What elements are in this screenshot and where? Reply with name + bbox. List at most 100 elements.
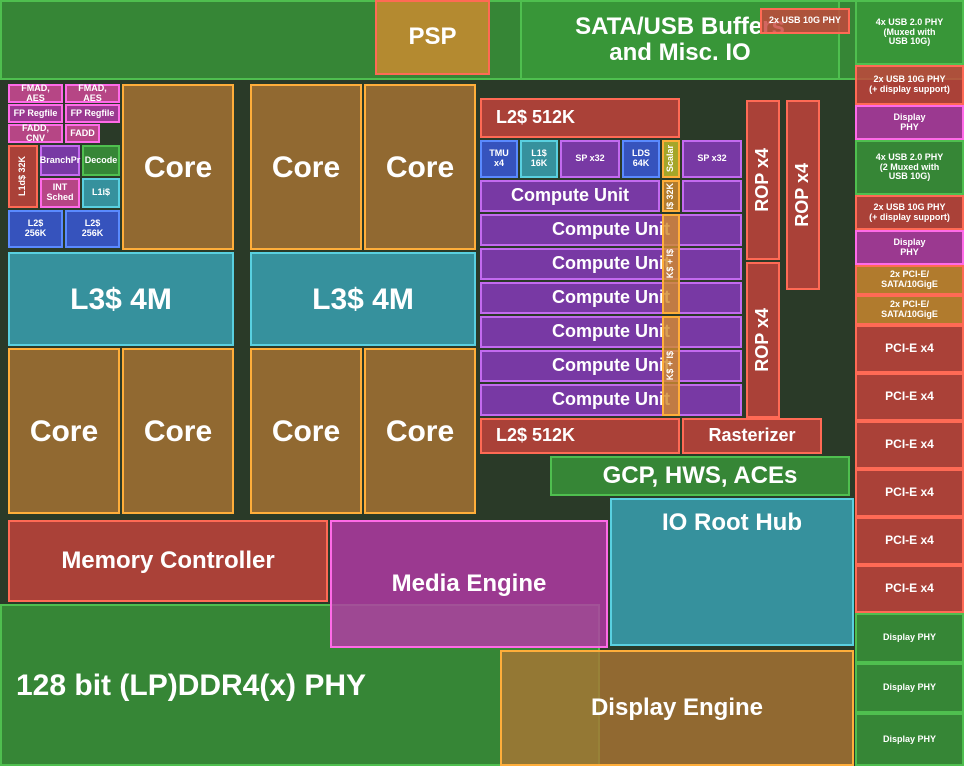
right-usb-phy-4: 2x USB 10G PHY (+ display support) [855,195,964,230]
core-detail-l2a-label: L2$ 256K [25,219,47,239]
core-detail-l2b: L2$ 256K [65,210,120,248]
k-is-2-label: K$ + I$ [666,351,676,380]
l3-left-label: L3$ 4M [70,283,172,316]
gpu-lds-label: LDS 64K [632,149,650,169]
core-6-label: Core [272,415,340,448]
right-pcie-1-label: PCI-E x4 [885,342,934,355]
k-is-2: K$ + I$ [662,316,680,416]
right-usb-phy-1-label: 4x USB 2.0 PHY (Muxed with USB 10G) [876,18,944,48]
display-engine-label: Display Engine [591,695,763,721]
media-engine-label: Media Engine [392,571,547,597]
rasterizer: Rasterizer [682,418,822,454]
gpu-tmu: TMU x4 [480,140,518,178]
cu-2: Compute Unit [480,214,742,246]
core-3: Core [364,84,476,250]
right-disp-phy-1: Display PHY [855,105,964,140]
gpu-sp1-label: SP x32 [575,154,604,164]
core-detail-fmac-label: FMAD, AES [69,84,116,104]
gpu-l1-label: L1$ 16K [531,149,548,169]
sata-usb-buffers-label: SATA/USB Buffers and Misc. IO [575,14,785,67]
mem-controller-label: Memory Controller [61,548,274,574]
right-pcie-2-label: PCI-E x4 [885,390,934,403]
right-pcie-sata-2: 2x PCI-E/ SATA/10GigE [855,295,964,325]
gcp-hws-aces-label: GCP, HWS, ACEs [603,463,798,489]
ddr4-phy-label: 128 bit (LP)DDR4(x) PHY [16,669,366,702]
core-detail-fmad-label: FMAD, AES [12,84,59,104]
core-detail-mix4-label: L1i$ [92,188,110,198]
right-disp-phy-2: Display PHY [855,230,964,265]
right-usb-phy-2: 2x USB 10G PHY (+ display support) [855,65,964,105]
core-detail-mix1: BranchPr [40,145,80,176]
cu-5-label: Compute Unit [552,322,670,342]
right-pcie-6: PCI-E x4 [855,565,964,613]
cu-1: Compute Unit [480,180,660,212]
die-diagram: PSPSATA/USB Buffers and Misc. IO2x USB 1… [0,0,964,766]
right-pcie-6-label: PCI-E x4 [885,582,934,595]
l3-right-label: L3$ 4M [312,283,414,316]
core-detail-freg2: FP Regfile [65,104,120,123]
gpu-l1: L1$ 16K [520,140,558,178]
right-disp-phy-2-label: Display PHY [893,238,925,258]
k-is-1-label: K$ + I$ [666,249,676,278]
psp: PSP [375,0,490,75]
gpu-scalar: Scalar [662,140,680,178]
gpu-i32k: I$ 32K [662,180,680,212]
cu-5: Compute Unit [480,316,742,348]
rop-2: ROP x4 [746,262,780,418]
rop-2-label: ROP x4 [753,308,773,372]
right-pcie-3: PCI-E x4 [855,421,964,469]
right-pcie-5: PCI-E x4 [855,517,964,565]
usb-10g-badge: 2x USB 10G PHY [760,8,850,34]
cu-1b [682,180,742,212]
right-pcie-2: PCI-E x4 [855,373,964,421]
core-2-label: Core [272,151,340,184]
core-detail-fmac: FMAD, AES [65,84,120,103]
core-4-label: Core [30,415,98,448]
gcp-hws-aces: GCP, HWS, ACEs [550,456,850,496]
rop-1: ROP x4 [746,100,780,260]
rop-1-label: ROP x4 [753,148,773,212]
core-detail-freg1: FP Regfile [8,104,63,123]
right-usb-phy-3-label: 4x USB 2.0 PHY (2 Muxed with USB 10G) [876,153,944,183]
rop-3-label: ROP x4 [793,163,813,227]
display-engine: Display Engine [500,650,854,766]
core-detail-freg1-label: FP Regfile [14,109,58,119]
core-detail-fadd2-label: FADD [70,129,95,139]
media-engine: Media Engine [330,520,608,648]
core-detail-fmad: FMAD, AES [8,84,63,103]
cu-1-label: Compute Unit [511,186,629,206]
right-disp-phy-3-label: Display PHY [883,633,936,643]
right-usb-phy-4-label: 2x USB 10G PHY (+ display support) [869,203,950,223]
right-disp-phy-5-label: Display PHY [883,735,936,745]
core-detail-freg2-label: FP Regfile [71,109,115,119]
right-pcie-3-label: PCI-E x4 [885,438,934,451]
right-pcie-4-label: PCI-E x4 [885,486,934,499]
io-root-hub-label: IO Root Hub [662,510,802,536]
core-2: Core [250,84,362,250]
cu-3-label: Compute Unit [552,254,670,274]
rop-3: ROP x4 [786,100,820,290]
cu-7-label: Compute Unit [552,390,670,410]
core-detail-fadd-label: FADD, CNV [12,124,59,144]
core-5-label: Core [144,415,212,448]
rasterizer-label: Rasterizer [708,426,795,446]
right-usb-phy-3: 4x USB 2.0 PHY (2 Muxed with USB 10G) [855,140,964,195]
right-pcie-5-label: PCI-E x4 [885,534,934,547]
usb-10g-badge-label: 2x USB 10G PHY [769,16,841,26]
right-pcie-sata-1-label: 2x PCI-E/ SATA/10GigE [881,270,938,290]
right-disp-phy-5: Display PHY [855,713,964,766]
right-pcie-sata-1: 2x PCI-E/ SATA/10GigE [855,265,964,295]
core-3-label: Core [386,151,454,184]
right-disp-phy-4: Display PHY [855,663,964,713]
mem-controller: Memory Controller [8,520,328,602]
core-7-label: Core [386,415,454,448]
gpu-sp2: SP x32 [682,140,742,178]
core-1-label: Core [144,151,212,184]
core-detail-l2b-label: L2$ 256K [82,219,104,239]
core-1: Core [122,84,234,250]
right-usb-phy-2-label: 2x USB 10G PHY (+ display support) [869,75,950,95]
cu-6: Compute Unit [480,350,742,382]
core-detail-mix1-label: BranchPr [40,156,81,166]
right-disp-phy-4-label: Display PHY [883,683,936,693]
core-detail-l1d-label: L1d$ 32K [18,156,28,196]
